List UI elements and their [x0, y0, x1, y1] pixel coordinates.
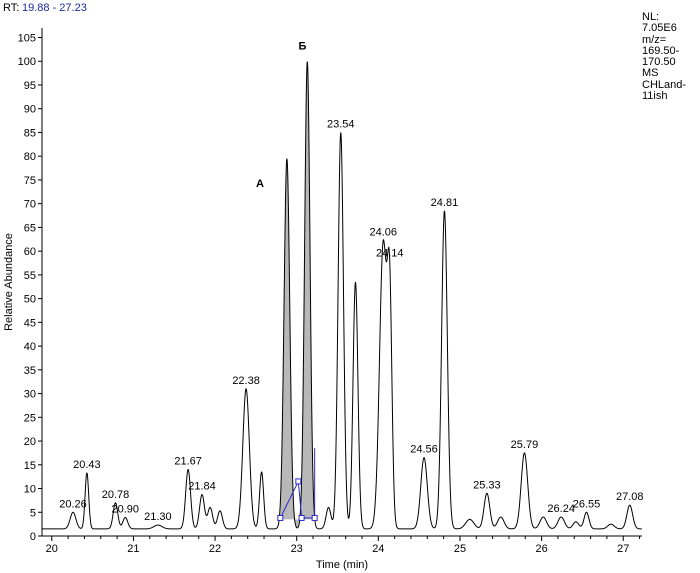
axes: [41, 28, 642, 537]
info-line: NL:: [642, 11, 660, 23]
peak-label: 21.67: [174, 456, 202, 468]
x-tick-label: 22: [209, 543, 221, 555]
y-ticks: 0 5 10 15 20 25 30 35 40 45 50 55 60 65 70 75 80 85 90 95 10…: [18, 32, 42, 543]
peak-label: 20.78: [102, 489, 130, 501]
y-tick-label: 45: [24, 317, 36, 329]
peak-label: 26.55: [573, 498, 601, 510]
y-tick-label: 35: [24, 365, 36, 377]
info-line: m/z=: [642, 33, 667, 46]
peak-label: 27.08: [616, 491, 644, 503]
integration-marker: [295, 478, 302, 485]
y-tick-label: 65: [24, 222, 36, 234]
annotations: АБ: [256, 40, 306, 190]
y-tick-label: 5: [30, 507, 36, 519]
y-tick-label: 15: [24, 460, 36, 472]
y-axis-label: Relative Abundance: [3, 233, 15, 331]
info-line: 7.05E6: [642, 22, 677, 35]
annotation-label: Б: [298, 40, 306, 52]
peak-label: 24.56: [410, 444, 438, 456]
info-line: MS: [642, 67, 659, 80]
y-tick-label: 40: [24, 341, 36, 353]
y-tick-label: 30: [24, 389, 36, 401]
integration-marker: [311, 514, 318, 521]
y-tick-label: 55: [24, 270, 36, 282]
peak-label: 21.84: [188, 481, 216, 493]
peak-labels: 20.26 20.43 20.78 20.90 21.30 21.67 21.84 22.38…: [59, 118, 643, 523]
x-tick-label: 23: [291, 543, 303, 555]
y-tick-label: 80: [24, 151, 36, 163]
peak-label: 24.81: [431, 197, 459, 209]
peak-label: 20.90: [111, 503, 139, 515]
x-tick-label: 26: [535, 543, 547, 555]
info-panel: NL: 7.05E6 m/z= 169.50- 170.50 MS CHLand…: [642, 11, 687, 103]
x-axis-label: Time (min): [316, 559, 368, 571]
rt-range: 19.88 - 27.23: [22, 2, 87, 14]
y-tick-label: 95: [24, 80, 36, 92]
x-tick-label: 27: [617, 543, 629, 555]
info-line: CHLand-: [642, 78, 687, 91]
rt-label: RT:: [3, 2, 20, 14]
x-tick-label: 25: [454, 543, 466, 555]
peak-label: 20.43: [73, 459, 101, 471]
peak-label: 25.79: [511, 439, 539, 451]
chromatogram-trace: [42, 61, 642, 530]
peak-label: 25.33: [473, 479, 501, 491]
y-tick-label: 60: [24, 246, 36, 258]
peak-label: 26.24: [547, 503, 575, 515]
x-tick-label: 24: [372, 543, 384, 555]
y-tick-label: 70: [24, 199, 36, 211]
peak-label: 23.54: [327, 118, 355, 130]
y-tick-label: 0: [30, 531, 36, 543]
info-line: 170.50: [642, 56, 676, 69]
y-tick-label: 90: [24, 104, 36, 116]
shaded-peaks: [280, 62, 315, 528]
peak-label: 24.06: [369, 226, 397, 238]
x-tick-label: 21: [127, 543, 139, 555]
peak-label: 21.30: [144, 511, 172, 523]
info-line: 169.50-: [642, 44, 680, 57]
x-ticks: 20 21 22 23 24 25 26 27: [46, 536, 641, 555]
integration-baseline: [279, 479, 315, 519]
y-tick-label: 100: [18, 56, 36, 68]
peak-label: 22.38: [232, 375, 260, 387]
y-tick-label: 75: [24, 175, 36, 187]
y-tick-label: 25: [24, 412, 36, 424]
y-tick-label: 85: [24, 127, 36, 139]
integration-marker: [298, 514, 305, 521]
info-line: 11ish: [642, 90, 668, 103]
y-tick-label: 20: [24, 436, 36, 448]
integration-markers: [277, 448, 318, 521]
peak-label: 20.26: [59, 498, 87, 510]
integration-marker: [277, 514, 284, 521]
y-tick-label: 105: [18, 32, 36, 44]
peak-label: 24.14: [376, 247, 404, 259]
shaded-peak-b: [298, 62, 315, 527]
annotation-label: А: [256, 178, 264, 190]
y-tick-label: 50: [24, 294, 36, 306]
y-tick-label: 10: [24, 484, 36, 496]
x-tick-label: 20: [46, 543, 58, 555]
